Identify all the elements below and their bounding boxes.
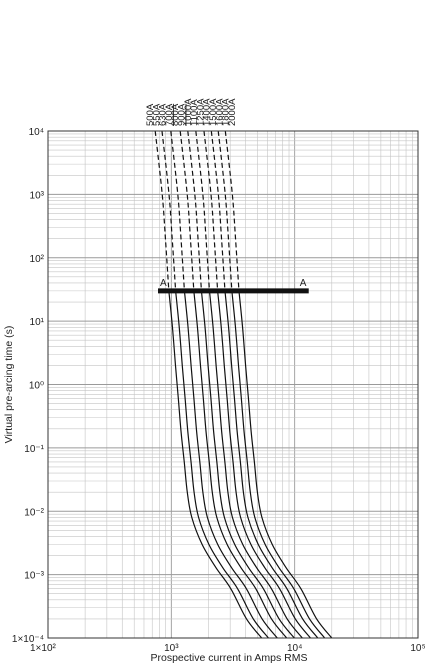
series-label-500a: 500A: [145, 103, 156, 126]
threshold-line-group: A A: [158, 278, 309, 294]
fuse-curve-solid-9: [231, 290, 326, 639]
fuse-curve-solid-7: [217, 290, 311, 639]
series-label-1500a: 1500A: [208, 98, 219, 126]
y-tick-label: 10⁴: [29, 127, 44, 138]
threshold-label-left: A: [160, 278, 167, 289]
series-labels: 500A550A630A700A800A900A1000A1100A1250A1…: [145, 98, 238, 126]
x-axis-label: Prospective current in Amps RMS: [151, 652, 308, 664]
fuse-curve-solid-6: [208, 290, 303, 639]
fuse-curve-solid-5: [200, 290, 295, 639]
fuse-curve-dashed-9: [217, 130, 233, 291]
y-tick-label: 1×10⁻⁴: [12, 634, 44, 645]
y-tick-label: 10⁻³: [24, 571, 44, 582]
fuse-curve-dashed-1: [154, 130, 170, 291]
fuse-curve-dashed-7: [203, 130, 219, 291]
y-axis-label: Virtual pre-arcing time (s): [3, 326, 15, 444]
y-tick-label: 10⁻¹: [24, 444, 44, 455]
fuse-curve-solid-1: [168, 290, 263, 639]
y-tick-label: 10³: [30, 190, 45, 201]
y-tick-label: 10⁻²: [24, 507, 44, 518]
fuse-curve-dashed-3: [170, 130, 186, 291]
y-tick-label: 10⁰: [29, 381, 44, 392]
tick-labels: 1×10² 10³ 10⁴ 10⁵ 10⁴ 10³ 10² 10¹ 10⁰ 10⁻¹ 10⁻² 10⁻…: [12, 127, 426, 654]
fuse-curve-solid-10: [238, 290, 333, 639]
series-label-1000a: 1000A: [183, 98, 194, 126]
x-tick-label: 1×10²: [30, 643, 57, 654]
fuse-curve-dashed-2: [161, 130, 177, 291]
fuse-curve-dashed-4: [179, 130, 195, 291]
curves: [154, 130, 333, 639]
y-tick-label: 10¹: [30, 317, 45, 328]
series-label-550a: 550A: [151, 103, 162, 126]
series-label-1400a: 1400A: [202, 98, 213, 126]
threshold-label-right: A: [300, 278, 307, 289]
x-tick-label: 10³: [164, 643, 179, 654]
series-label-1600a: 1600A: [214, 98, 225, 126]
x-tick-label: 10⁴: [287, 643, 302, 654]
y-tick-label: 10²: [30, 254, 45, 265]
series-label-630a: 630A: [158, 103, 169, 126]
series-label-2000a: 2000A: [227, 98, 238, 126]
series-label-900a: 900A: [177, 103, 188, 126]
plot-frame: [47, 130, 419, 639]
fuse-curve-solid-8: [224, 290, 319, 639]
series-label-1800a: 1800A: [221, 98, 232, 126]
fuse-curve-dashed-8: [210, 130, 226, 291]
fuse-curve-solid-3: [183, 290, 278, 639]
series-label-1100a: 1100A: [189, 99, 200, 126]
fuse-curve-solid-4: [193, 290, 288, 639]
series-label-700a: 700A: [164, 103, 175, 126]
fuse-curve-dashed-6: [195, 130, 211, 291]
series-label-1250a: 1250A: [195, 98, 206, 126]
series-label-800a: 800A: [170, 103, 181, 126]
fuse-curve-dashed-5: [187, 130, 203, 291]
fuse-curve-dashed-10: [224, 130, 240, 291]
x-tick-label: 10⁵: [410, 643, 425, 654]
plot-border: [47, 130, 419, 639]
fuse-curve-solid-2: [175, 290, 269, 639]
